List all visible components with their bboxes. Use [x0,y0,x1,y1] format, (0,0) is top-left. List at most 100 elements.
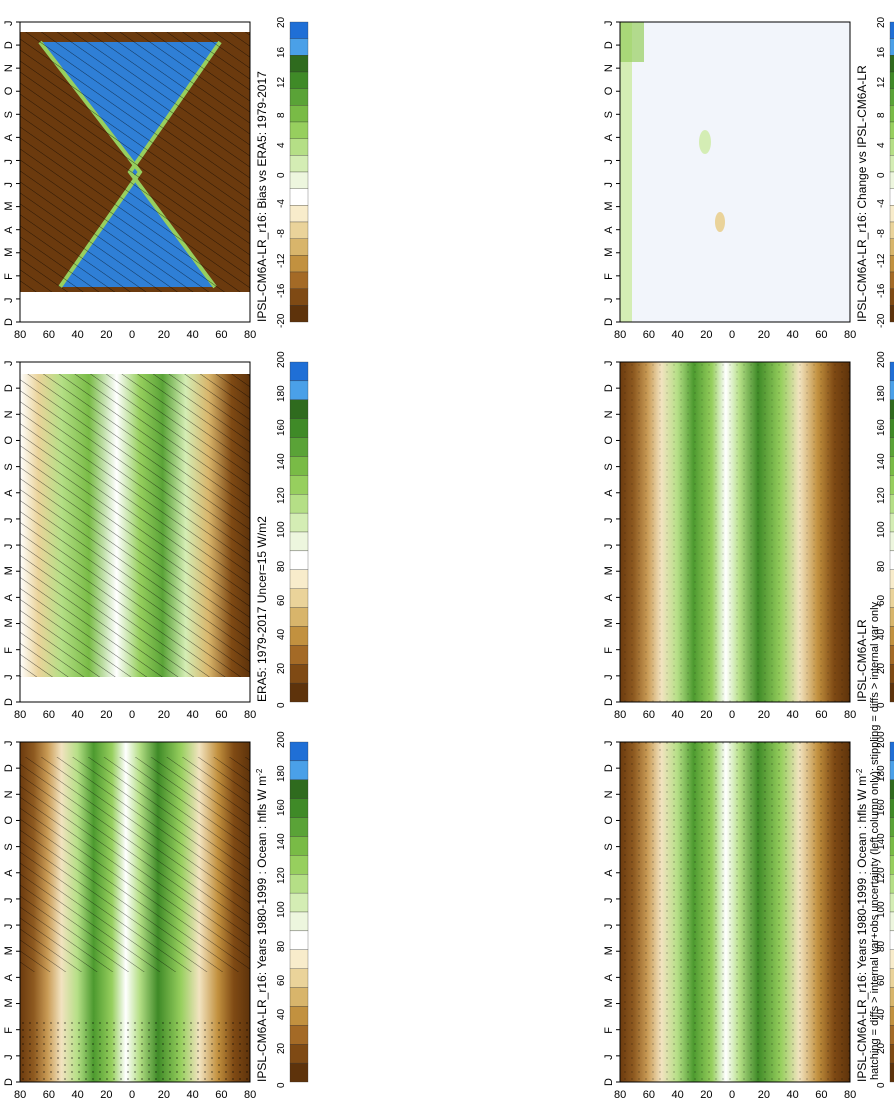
p6-colorbar-swatch [889,221,894,239]
p4-ytick-label: 80 [614,709,626,721]
p2-xtick-label: O [603,815,615,824]
figure-footnote: hatching = diffs > internal var+obs unce… [869,601,881,1080]
p2-xtick-label: M [603,946,615,955]
p5-colorbar-swatch [289,188,309,206]
p2-xtick-label: S [603,843,615,850]
p5-xtick-label: J [3,297,15,303]
p2-ytick-label: 60 [815,1089,827,1101]
p2-colorbar-label: 200 [876,731,887,748]
p6-colorbar-swatch [889,288,894,306]
p6-ytick-label: 60 [815,329,827,341]
p1-colorbar-swatch [289,836,309,856]
p4-colorbar-swatch [889,664,894,684]
p6-colorbar-label: -16 [876,283,887,298]
p2-colorbar-label: 0 [876,1082,887,1088]
p2-colorbar-label: 40 [876,1008,887,1020]
p5-colorbar-label: -4 [276,199,287,208]
p3-colorbar-swatch [289,456,309,476]
p6-colorbar-swatch [889,238,894,256]
p2-xtick-label: N [603,790,615,798]
p2-colorbar-label: 180 [876,765,887,782]
p4-colorbar-swatch [889,456,894,476]
p6-ytick-label: 80 [614,329,626,341]
p5-xtick-label: D [3,318,15,326]
p6-xtick-label: M [603,201,615,210]
p5-ytick-label: 60 [43,329,55,341]
p5-colorbar-swatch [289,121,309,139]
p2-xtick-label: D [603,1078,615,1086]
p1-colorbar-swatch [289,892,309,913]
p1-xtick-label: J [3,1054,15,1060]
p6-ytick-label: 40 [672,329,684,341]
p1-colorbar-label: 20 [276,1042,287,1054]
p1-xtick-label: S [3,843,15,850]
p4-xtick-label: A [603,593,615,601]
p3-xtick-label: D [3,698,15,706]
p2-colorbar-label: 60 [876,974,887,986]
p5-xtick-label: J [3,159,15,165]
p1-ytick-label: 60 [215,1089,227,1101]
p3-colorbar-swatch [289,399,309,419]
p6-colorbar-label: -12 [876,253,887,268]
p3-xtick-label: S [3,463,15,470]
p6-ytick-label: 80 [844,329,856,341]
p2-colorbar-swatch [889,836,894,856]
p2-ytick-label: 80 [844,1089,856,1101]
p2-colorbar-swatch [889,760,894,780]
p3-colorbar-swatch [289,380,309,400]
p3-colorbar-label: 0 [276,702,287,708]
p4-colorbar-swatch [889,588,894,608]
p3-colorbar-swatch [289,607,309,627]
p3-ytick-label: 60 [43,709,55,721]
p5-xtick-label: J [3,21,15,27]
p6-xtick-label: J [603,21,615,27]
p6-xtick-label: A [603,226,615,234]
p4-xtick-label: J [603,674,615,680]
p6-colorbar-label: 4 [876,142,887,148]
p4-colorbar-swatch [889,512,894,533]
p2-colorbar-swatch [889,779,894,799]
p2-colorbar-label: 20 [876,1042,887,1054]
p5-colorbar-swatch [289,21,309,39]
p6-xtick-label: J [603,159,615,165]
p1-colorbar-label: 180 [276,765,287,782]
p5-ytick-label: 80 [244,329,256,341]
p6-ytick-label: 60 [643,329,655,341]
p4-xtick-label: J [603,544,615,550]
p5-xtick-label: M [3,201,15,210]
p2-colorbar-label: 160 [876,799,887,816]
p4-colorbar-swatch [889,475,894,495]
p4-colorbar-swatch [889,418,894,438]
p1-colorbar-swatch [289,760,309,780]
p6-colorbar-swatch [889,105,894,123]
p4-colorbar-swatch [889,626,894,646]
p6-xtick-label: D [603,41,615,49]
p4-ytick-label: 40 [787,709,799,721]
p4-colorbar-swatch [889,361,894,382]
p1-title-sup: -2 [255,768,264,776]
p2-ytick-label: 80 [614,1089,626,1101]
p1-ytick-label: 0 [129,1089,135,1101]
p3-xtick-label: N [3,410,15,418]
p2-colorbar-swatch [889,911,894,932]
p6-title: IPSL-CM6A-LR_r16: Change vs IPSL-CM6A-LR [855,65,869,322]
p4-colorbar-label: 140 [876,453,887,470]
p4-colorbar-label: 160 [876,419,887,436]
p2-colorbar-swatch [889,817,894,837]
p5-colorbar-swatch [289,305,309,323]
p3-colorbar-label: 200 [276,351,287,368]
p1-xtick-label: A [3,869,15,877]
p6-colorbar-swatch [889,88,894,106]
p2-colorbar-label: 120 [876,867,887,884]
p3-title: ERA5: 1979-2017 Uncer=15 W/m2 [255,516,269,702]
p6-frame [619,21,851,323]
p6-colorbar-swatch [889,188,894,206]
p6-colorbar-swatch [889,305,894,323]
p3-ytick-label: 0 [129,709,135,721]
p3-frame [19,361,251,703]
p5-colorbar-swatch [289,288,309,306]
p3-colorbar-label: 100 [276,521,287,538]
p3-xtick-label: J [3,517,15,523]
p5-title: IPSL-CM6A-LR_r16: Bias vs ERA5: 1979-201… [255,71,269,322]
p1-colorbar-swatch [289,1025,309,1045]
